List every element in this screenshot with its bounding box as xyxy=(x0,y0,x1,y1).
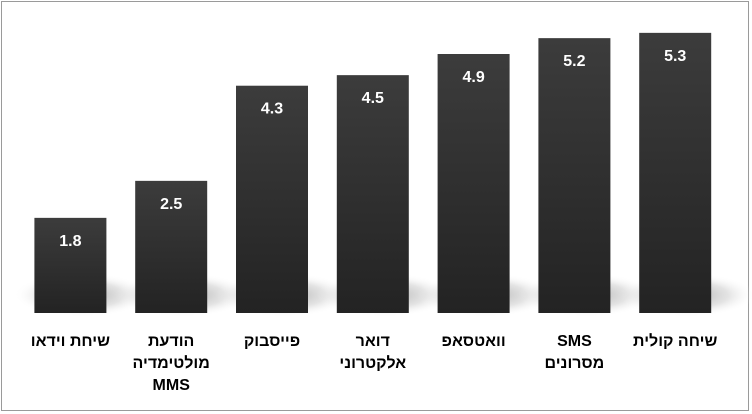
bar-5 xyxy=(538,38,611,314)
category-label-0: שיחת וידאו xyxy=(31,333,110,350)
bar-2 xyxy=(236,85,308,313)
category-label-3: דואר אלקטרוני xyxy=(339,333,406,372)
bar-1 xyxy=(135,180,208,313)
bar-0 xyxy=(34,217,107,313)
data-label-1: 2.5 xyxy=(160,196,182,213)
data-label-0: 1.8 xyxy=(59,233,81,250)
bar-6 xyxy=(639,32,712,313)
data-label-6: 5.3 xyxy=(664,48,686,65)
category-label-4: וואטסאפ xyxy=(442,333,506,350)
data-label-4: 4.9 xyxy=(462,69,484,86)
category-label-6: שיחה קולית xyxy=(633,332,717,350)
data-label-3: 4.5 xyxy=(362,90,384,107)
category-label-1: הודעת מולטימדיה MMS xyxy=(133,333,210,394)
bar-3 xyxy=(336,75,409,314)
data-label-2: 4.3 xyxy=(261,101,283,118)
category-label-2: פייסבוק xyxy=(244,333,300,350)
category-label-5: SMS מסרונים xyxy=(545,333,605,372)
bar-4 xyxy=(437,54,510,313)
data-label-5: 5.2 xyxy=(563,53,585,70)
